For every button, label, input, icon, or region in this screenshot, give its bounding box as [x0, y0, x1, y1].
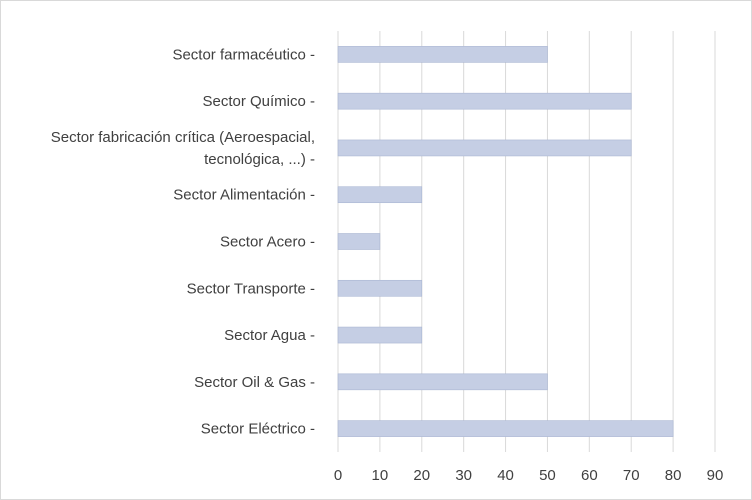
- x-tick-label: 90: [707, 467, 724, 484]
- bar: [337, 92, 632, 110]
- category-label: tecnológica, ...) -: [204, 151, 315, 168]
- bar: [337, 279, 423, 297]
- category-label: Sector Transporte -: [187, 280, 315, 297]
- x-tick-label: 30: [455, 467, 472, 484]
- x-tick-label: 10: [372, 467, 389, 484]
- category-label: Sector Agua -: [224, 327, 315, 344]
- x-axis-tick-labels: 0 10 20 30 40 50 60 70 80 90: [334, 467, 724, 484]
- category-label: Sector fabricación crítica (Aeroespacial…: [51, 129, 315, 146]
- bar: [337, 373, 548, 391]
- x-tick-label: 20: [413, 467, 430, 484]
- bar-layer: [337, 46, 674, 437]
- category-label: Sector Acero -: [220, 234, 315, 251]
- category-label: Sector farmacéutico -: [172, 46, 315, 63]
- x-tick-label: 80: [665, 467, 682, 484]
- bar: [337, 233, 381, 250]
- x-tick-label: 60: [581, 467, 598, 484]
- bar: [337, 186, 423, 204]
- x-tick-label: 0: [334, 467, 342, 484]
- bar: [337, 420, 674, 437]
- category-label: Sector Oil & Gas -: [194, 374, 315, 391]
- category-label: Sector Químico -: [202, 93, 315, 110]
- bar: [337, 326, 423, 344]
- category-label: Sector Alimentación -: [173, 187, 315, 204]
- bar: [337, 139, 632, 157]
- bar: [337, 46, 548, 63]
- x-tick-label: 50: [539, 467, 556, 484]
- x-tick-label: 70: [623, 467, 640, 484]
- x-tick-label: 40: [497, 467, 514, 484]
- category-label: Sector Eléctrico -: [201, 421, 315, 438]
- category-labels: Sector farmacéutico - Sector Químico - Sec…: [51, 46, 315, 437]
